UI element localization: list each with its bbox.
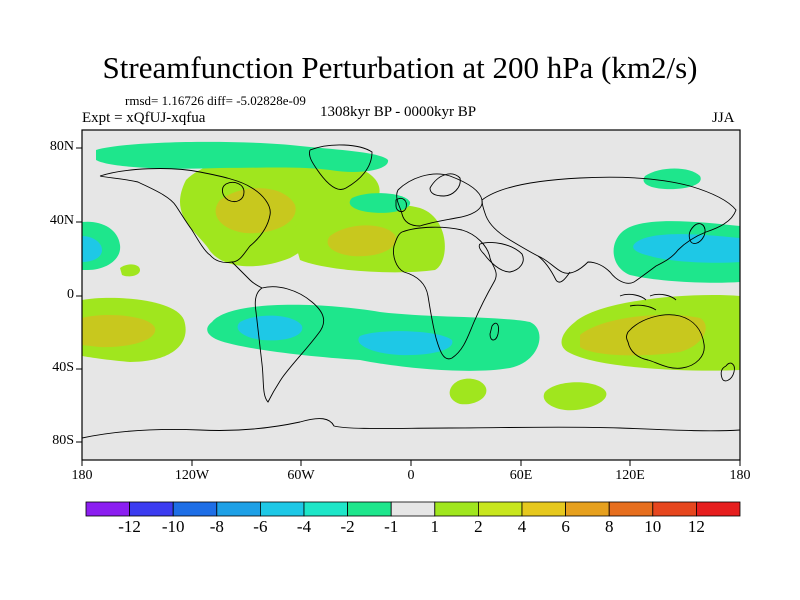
australia-coast: [626, 314, 705, 369]
colorbar-box: [216, 501, 261, 517]
positive-anomalies: [82, 155, 740, 411]
africa-coast: [393, 226, 497, 360]
colorbar-box: [390, 501, 436, 517]
lon-ticks: [81, 460, 741, 466]
asia-coast: [481, 176, 737, 284]
colorbar-label: -6: [253, 517, 268, 536]
colorbar-box: [477, 501, 523, 517]
colorbar-box: [521, 501, 566, 517]
colorbar-box: [608, 501, 654, 517]
colorbar-label: -8: [209, 517, 224, 536]
lon-label-60e: 60E: [509, 468, 533, 483]
lon-label-120e: 120E: [615, 468, 645, 483]
colorbar-label: -1: [384, 517, 399, 536]
india-coast: [537, 255, 571, 283]
scandinavia-coast: [429, 173, 461, 197]
japan-coast: [688, 223, 706, 244]
lat-label-80n: 80N: [49, 139, 74, 154]
lon-label-180w: 180: [71, 468, 93, 483]
colorbar-box: [172, 501, 218, 517]
colorbar-label: 6: [561, 517, 570, 536]
colorbar-box: [85, 501, 130, 517]
contour-fields: [82, 141, 740, 411]
colorbar-box: [129, 501, 174, 517]
colorbar-box: [696, 501, 741, 517]
lat-label-0: 0: [67, 287, 74, 302]
colorbar-label: 8: [604, 517, 614, 536]
colorbar-box: [303, 501, 348, 517]
greenland-coast: [309, 144, 373, 190]
colorbar-label: 2: [474, 517, 483, 536]
period-label: 1308kyr BP - 0000kyr BP: [320, 104, 477, 120]
hudson-bay: [221, 181, 245, 203]
colorbar-box: [565, 501, 610, 517]
antarctica-coast: [82, 418, 740, 439]
plot-title: Streamfunction Perturbation at 200 hPa (…: [102, 50, 698, 85]
colorbar-label: -2: [340, 517, 355, 536]
lat-label-80s: 80S: [52, 433, 74, 448]
new-zealand-coast: [720, 362, 735, 382]
lat-label-40s: 40S: [52, 360, 74, 375]
colorbar-box: [652, 501, 697, 517]
lon-label-120w: 120W: [174, 468, 210, 483]
stats-text: rmsd= 1.16726 diff= -5.02828e-09: [125, 93, 306, 108]
colorbar-boxes: [85, 501, 741, 517]
colorbar-label: 1: [430, 517, 440, 536]
lat-label-40n: 40N: [49, 213, 74, 228]
lon-label-180e: 180: [729, 468, 751, 483]
colorbar-box: [434, 501, 479, 517]
north-america-coast: [99, 168, 271, 263]
madagascar-coast: [489, 322, 499, 341]
lon-label-0: 0: [407, 468, 415, 483]
coastlines: [82, 144, 740, 439]
lat-ticks: [76, 147, 82, 443]
colorbar-label: 12: [687, 517, 705, 536]
experiment-label: Expt = xQfUJ-xqfua: [82, 110, 206, 126]
arabia-coast: [478, 242, 524, 273]
uk-coast: [395, 197, 407, 213]
colorbar-label: 10: [644, 517, 662, 536]
colorbar-label: 4: [517, 517, 527, 536]
colorbar-box: [347, 501, 392, 517]
colorbar-box: [259, 501, 305, 517]
colorbar-label: -10: [161, 517, 185, 536]
europe-coast: [396, 173, 483, 227]
season-label: JJA: [712, 110, 735, 126]
south-america-coast: [254, 286, 325, 403]
colorbar-label: -12: [118, 517, 141, 536]
central-america-coast: [231, 261, 263, 289]
lon-label-60w: 60W: [287, 468, 315, 483]
indonesia-islands: [619, 293, 677, 311]
colorbar-label: -4: [296, 517, 312, 536]
